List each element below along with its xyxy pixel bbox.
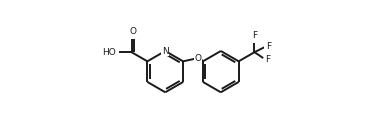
Text: F: F [265,55,270,64]
Text: N: N [162,46,169,55]
Text: O: O [130,27,137,36]
Text: F: F [266,42,271,51]
Text: HO: HO [102,48,116,57]
Text: F: F [252,31,257,40]
Text: O: O [195,54,202,63]
